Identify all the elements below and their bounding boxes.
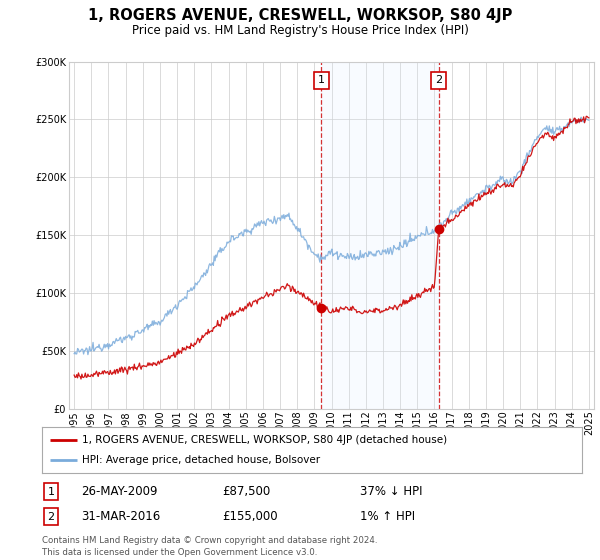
Text: £155,000: £155,000	[222, 510, 278, 524]
Text: 26-MAY-2009: 26-MAY-2009	[81, 485, 157, 498]
Text: 31-MAR-2016: 31-MAR-2016	[81, 510, 160, 524]
Text: 1, ROGERS AVENUE, CRESWELL, WORKSOP, S80 4JP: 1, ROGERS AVENUE, CRESWELL, WORKSOP, S80…	[88, 8, 512, 24]
Text: 1% ↑ HPI: 1% ↑ HPI	[360, 510, 415, 524]
Text: HPI: Average price, detached house, Bolsover: HPI: Average price, detached house, Bols…	[83, 455, 320, 465]
Text: 37% ↓ HPI: 37% ↓ HPI	[360, 485, 422, 498]
Text: 1: 1	[47, 487, 55, 497]
Text: Contains HM Land Registry data © Crown copyright and database right 2024.
This d: Contains HM Land Registry data © Crown c…	[42, 536, 377, 557]
Text: 1: 1	[318, 76, 325, 86]
Bar	[321, 62, 439, 409]
Text: 2: 2	[435, 76, 442, 86]
Text: £87,500: £87,500	[222, 485, 270, 498]
Text: 1, ROGERS AVENUE, CRESWELL, WORKSOP, S80 4JP (detached house): 1, ROGERS AVENUE, CRESWELL, WORKSOP, S80…	[83, 435, 448, 445]
Text: Price paid vs. HM Land Registry's House Price Index (HPI): Price paid vs. HM Land Registry's House …	[131, 24, 469, 36]
Text: 2: 2	[47, 512, 55, 522]
